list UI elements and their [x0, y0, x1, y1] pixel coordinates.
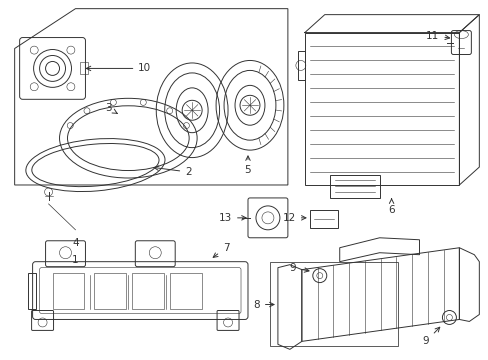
Text: 12: 12 [282, 213, 305, 223]
Bar [94, 273, 126, 309]
Text: 7: 7 [213, 243, 229, 257]
Text: 6: 6 [387, 199, 394, 215]
Text: 5: 5 [244, 156, 251, 175]
Text: 9: 9 [422, 327, 439, 346]
Text: 3: 3 [105, 103, 117, 113]
Bar [52, 273, 84, 309]
Bar [132, 273, 164, 309]
Text: 10: 10 [86, 63, 151, 73]
Text: 4: 4 [72, 238, 79, 248]
Text: 2: 2 [154, 166, 191, 177]
Text: 11: 11 [426, 31, 448, 41]
Bar [170, 273, 202, 309]
Text: 9: 9 [288, 263, 308, 273]
Text: 13: 13 [218, 213, 245, 223]
Bar [309, 210, 337, 228]
Bar [269, 262, 397, 346]
Bar [81, 62, 88, 75]
Text: 1: 1 [72, 255, 79, 265]
Text: 8: 8 [253, 300, 273, 310]
